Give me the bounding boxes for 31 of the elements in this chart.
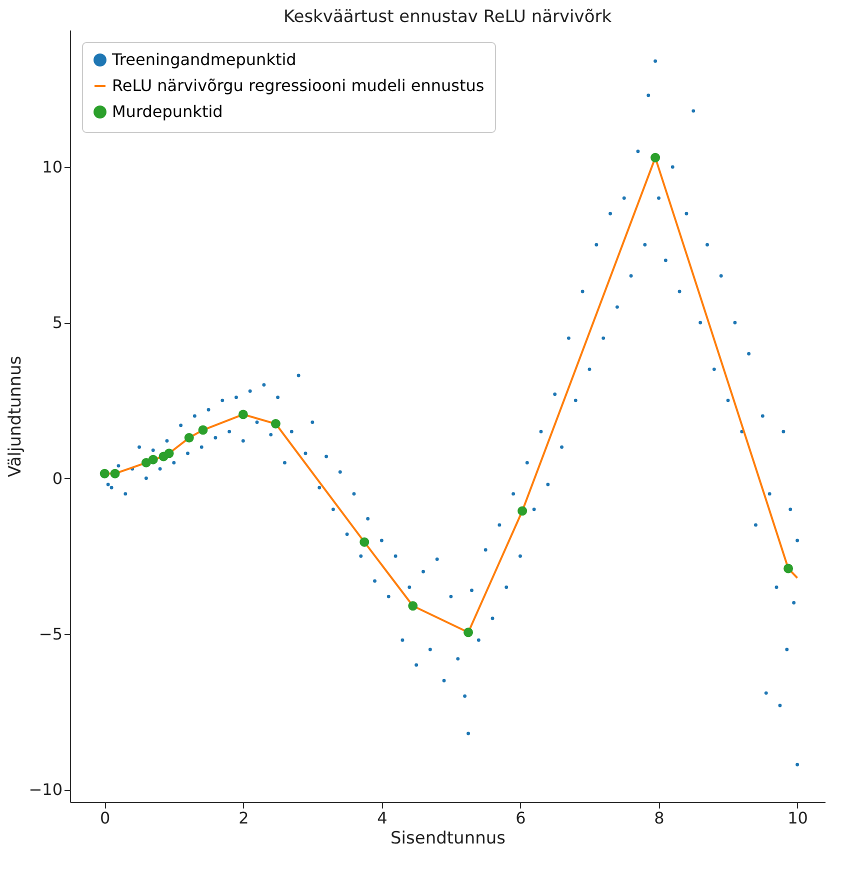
point	[360, 537, 370, 547]
y-tick-label: 5	[52, 313, 62, 332]
point	[100, 468, 110, 478]
point	[408, 601, 418, 611]
y-tick-label: −5	[38, 624, 62, 644]
legend-label: Treeningandmepunktid	[111, 50, 296, 69]
point	[184, 433, 194, 443]
point	[270, 419, 280, 429]
point	[110, 468, 120, 478]
point	[784, 564, 794, 574]
point	[164, 448, 174, 458]
point	[518, 506, 528, 516]
x-tick-label: 4	[377, 808, 388, 828]
y-tick-label: −10	[28, 780, 62, 800]
point	[198, 425, 208, 435]
y-axis-title: Väljundtunnus	[6, 356, 26, 478]
legend-label: ReLU närvivõrgu regressiooni mudeli ennustus	[112, 76, 484, 95]
y-tick-label: 10	[42, 157, 62, 176]
x-tick-label: 6	[516, 808, 526, 828]
x-tick-label: 0	[100, 808, 110, 828]
point	[148, 454, 158, 464]
x-tick-label: 8	[654, 808, 664, 828]
x-axis-title: Sisendtunnus	[390, 828, 506, 848]
legend-label: Murdepunktid	[112, 102, 223, 121]
chart-title: Keskväärtust ennustav ReLU närvivõrk	[283, 7, 612, 27]
point	[238, 410, 248, 420]
y-tick-label: 0	[52, 468, 62, 488]
point	[650, 152, 660, 162]
x-tick-label: 10	[788, 808, 808, 828]
x-tick-label: 2	[238, 808, 249, 828]
point	[464, 628, 474, 638]
